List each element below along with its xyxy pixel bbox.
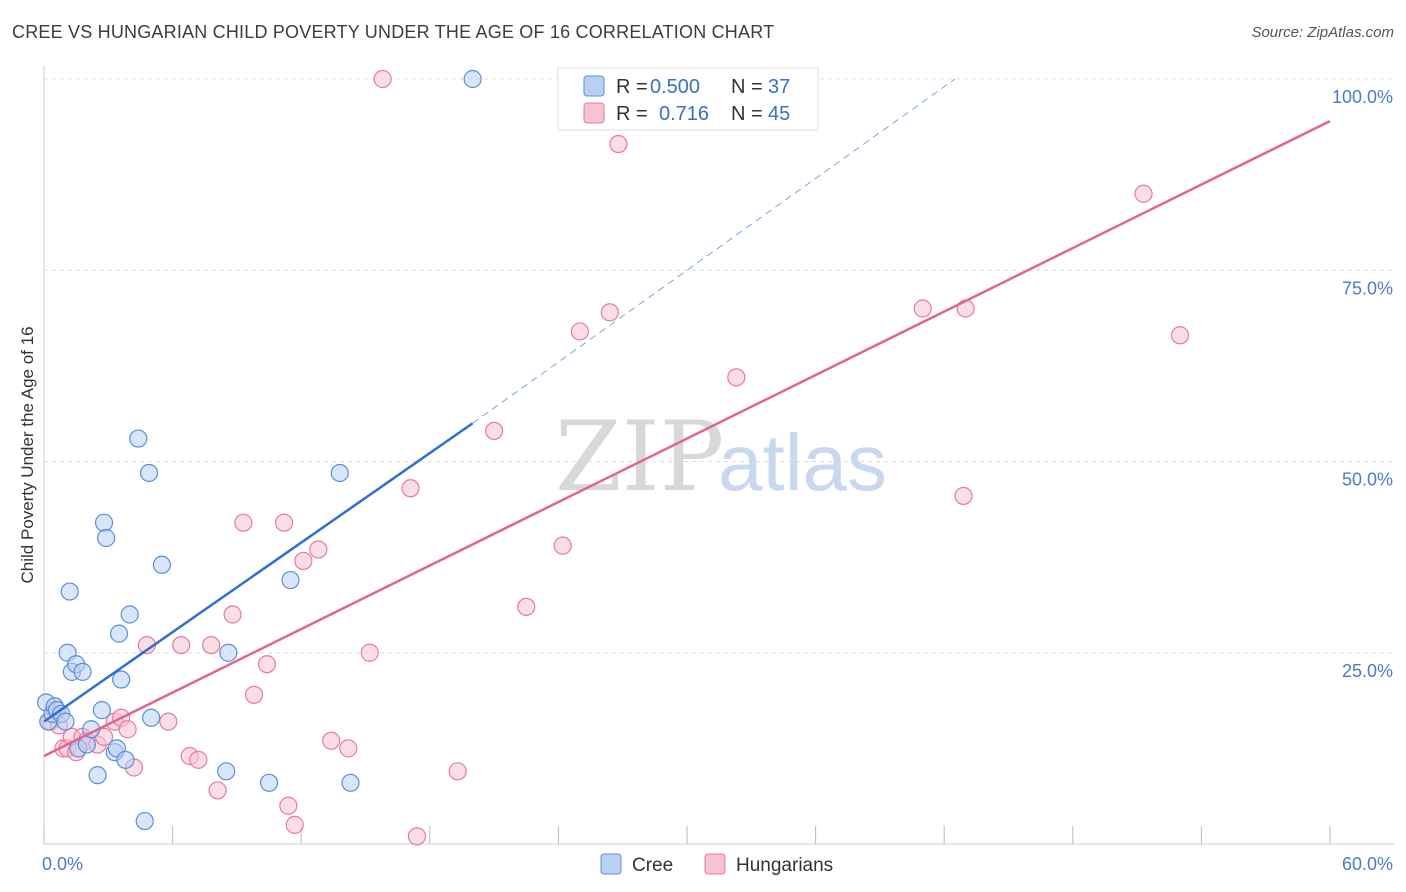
watermark-atlas: atlas (718, 418, 887, 507)
data-point-hungarians (257, 655, 277, 674)
data-point-hungarians (339, 739, 358, 758)
data-point-cree (73, 662, 92, 681)
data-point-hungarians (517, 597, 536, 616)
data-point-hungarians (274, 513, 294, 532)
data-point-cree (94, 513, 114, 532)
series-legend-label-hungarians: Hungarians (736, 855, 833, 876)
legend-n-value-hungarians: 45 (768, 103, 790, 125)
data-point-cree (463, 69, 482, 89)
trend-line-hungarians (43, 119, 1331, 758)
data-point-cree (330, 463, 349, 483)
data-point-cree (135, 811, 154, 831)
data-point-hungarians (285, 815, 304, 834)
chart-source: Source: ZipAtlas.com (1251, 24, 1394, 41)
trend-line-cree (43, 422, 474, 723)
data-point-hungarians (279, 796, 298, 815)
data-point-hungarians (373, 69, 392, 89)
data-point-hungarians (208, 781, 227, 800)
legend-swatch-cree (583, 75, 605, 97)
series-legend-label-cree: Cree (632, 855, 673, 876)
legend-n-label-cree: N = (731, 76, 763, 98)
trend-line-cree-extension (472, 78, 956, 424)
series-legend-swatch-cree (600, 853, 622, 875)
data-point-cree (142, 708, 161, 727)
legend-r-label-hungarians: R = (616, 103, 648, 125)
data-point-hungarians (202, 635, 221, 655)
data-point-hungarians (223, 605, 242, 624)
data-points (37, 69, 1190, 846)
data-point-hungarians (570, 322, 589, 341)
x-tick-label: 0.0% (42, 854, 83, 874)
data-point-hungarians (244, 685, 264, 704)
legend-r-label-cree: R = (616, 76, 648, 98)
y-tick-labels: 25.0% 50.0% 75.0% 100.0% (1332, 87, 1393, 681)
data-point-cree (97, 528, 116, 548)
data-point-hungarians (1134, 184, 1153, 203)
y-tick-label: 100.0% (1332, 87, 1393, 107)
y-tick-label: 75.0% (1342, 278, 1393, 298)
data-point-hungarians (913, 299, 932, 318)
trend-lines (43, 78, 1331, 758)
data-point-hungarians (360, 643, 379, 662)
series-legend: Cree Hungarians (600, 853, 833, 876)
data-point-cree (92, 701, 111, 720)
data-point-cree (281, 570, 300, 590)
data-point-cree (109, 624, 129, 643)
data-point-cree (219, 643, 238, 662)
x-tick-label: 60.0% (1342, 854, 1393, 874)
data-point-hungarians (1170, 326, 1190, 345)
data-point-cree (259, 773, 279, 792)
data-point-cree (88, 766, 107, 785)
data-point-hungarians (407, 827, 427, 846)
data-point-cree (112, 670, 131, 689)
watermark: ZIP atlas (555, 401, 887, 513)
grid-lines (44, 78, 1394, 654)
data-point-hungarians (401, 479, 420, 498)
data-point-hungarians (309, 540, 328, 559)
chart-title: CREE VS HUNGARIAN CHILD POVERTY UNDER TH… (12, 22, 775, 42)
data-point-hungarians (172, 635, 191, 655)
data-point-hungarians (609, 134, 628, 154)
data-point-hungarians (448, 762, 467, 781)
data-point-hungarians (485, 421, 504, 440)
data-point-cree (60, 582, 79, 601)
data-point-cree (152, 555, 171, 574)
legend-n-value-cree: 37 (768, 76, 790, 98)
data-point-hungarians (600, 303, 619, 322)
data-point-hungarians (118, 720, 137, 739)
data-point-hungarians (234, 513, 253, 532)
x-tick-labels: 0.0% 60.0% (42, 854, 1393, 874)
data-point-hungarians (294, 551, 313, 571)
legend-r-value-cree: 0.500 (650, 76, 700, 98)
data-point-cree (56, 712, 75, 731)
data-point-hungarians (322, 731, 341, 750)
data-point-hungarians (553, 536, 572, 555)
data-point-hungarians (159, 712, 178, 731)
data-point-cree (217, 762, 236, 781)
data-point-hungarians (727, 368, 746, 387)
data-point-cree (120, 605, 139, 624)
data-point-cree (139, 463, 159, 483)
legend-r-value-hungarians: 0.716 (659, 103, 709, 125)
legend-n-label-hungarians: N = (731, 103, 763, 125)
series-legend-swatch-hungarians (704, 853, 726, 875)
data-point-hungarians (954, 486, 973, 506)
y-tick-label: 50.0% (1342, 470, 1393, 490)
data-point-cree (341, 773, 360, 792)
data-point-hungarians (189, 750, 208, 769)
data-point-cree (129, 429, 148, 448)
watermark-zip: ZIP (555, 401, 724, 513)
legend-box: R = 0.500 N = 37 R = 0.716 N = 45 (557, 67, 819, 131)
y-axis-label: Child Poverty Under the Age of 16 (18, 326, 37, 583)
data-point-cree (116, 750, 135, 769)
legend-swatch-hungarians (583, 102, 605, 124)
y-tick-label: 25.0% (1342, 661, 1393, 681)
